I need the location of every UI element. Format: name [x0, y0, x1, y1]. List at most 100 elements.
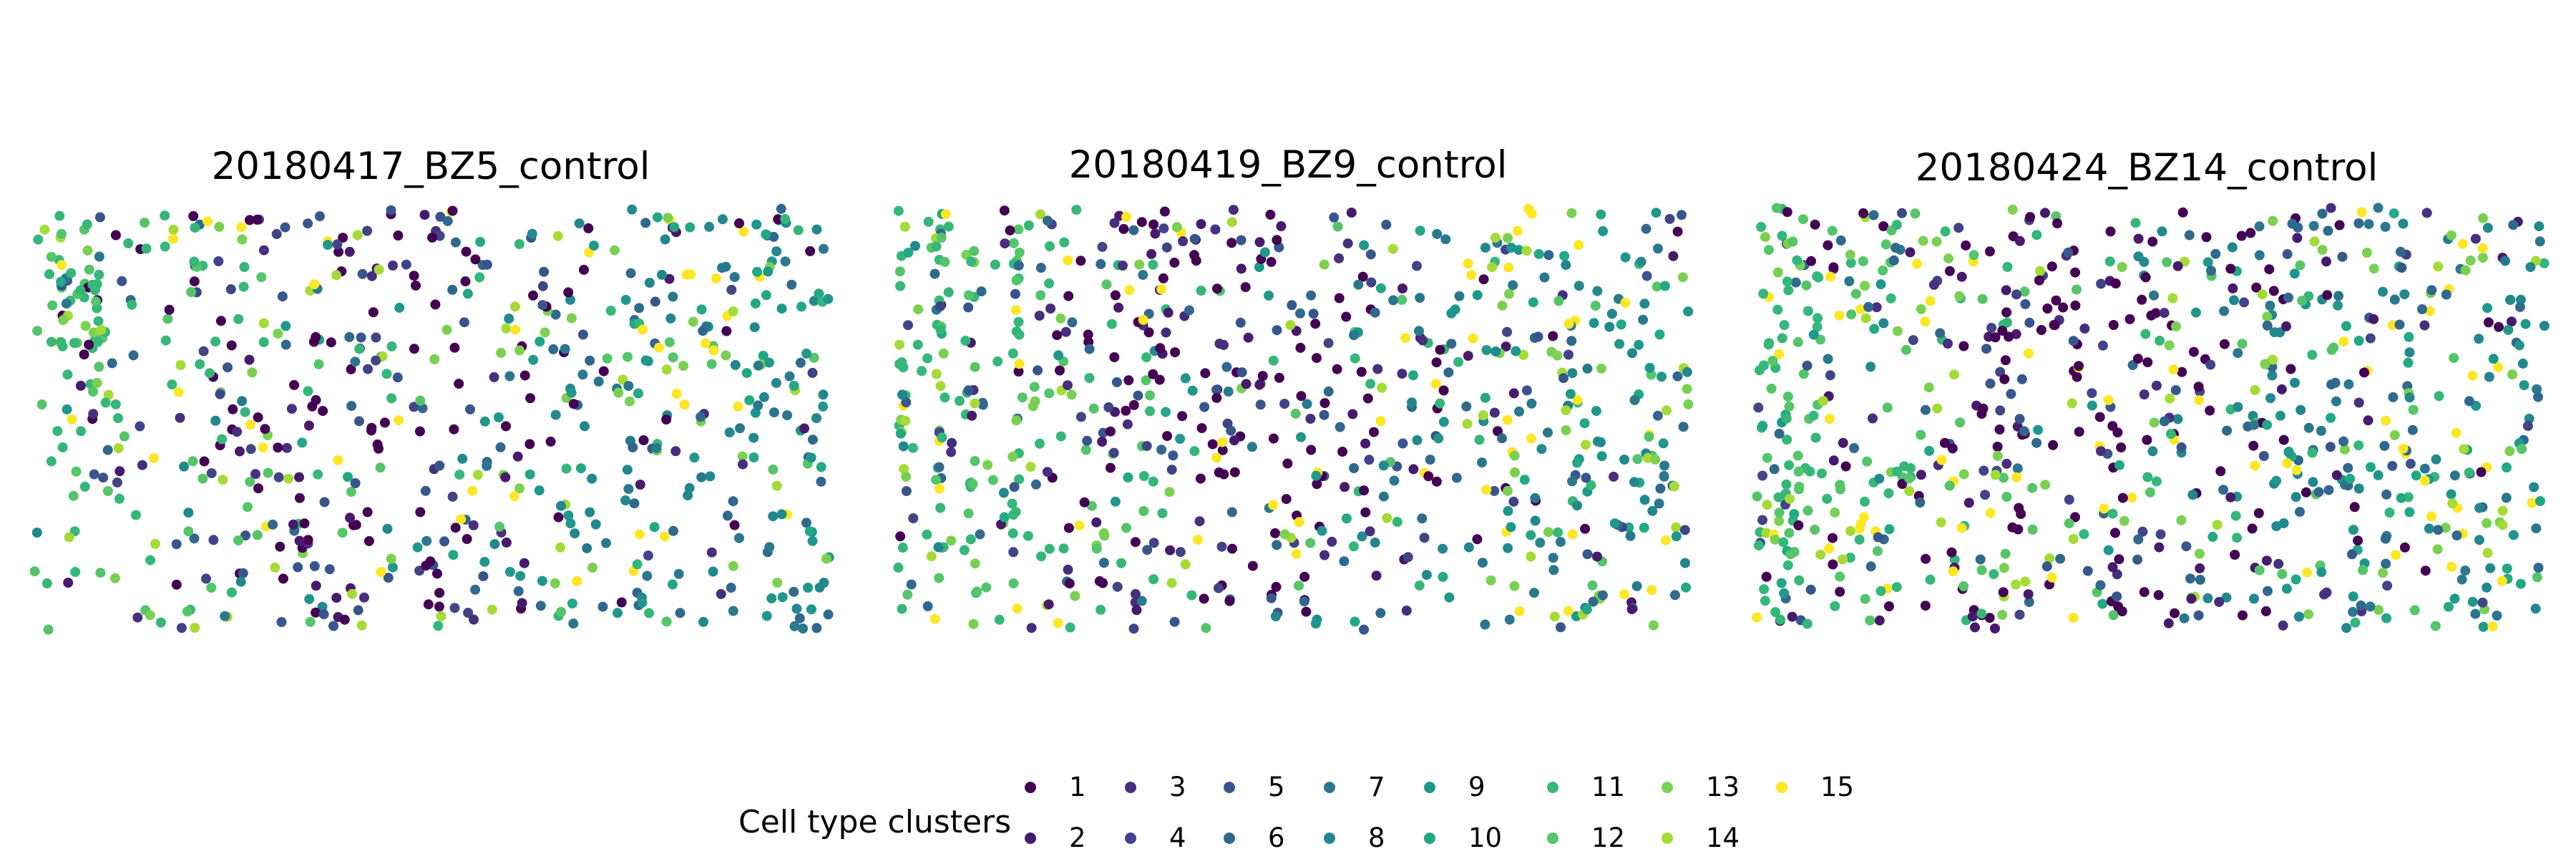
cell-point: [2110, 528, 2120, 538]
cell-point: [1462, 419, 1473, 430]
cell-point: [1990, 470, 2001, 480]
cell-point: [1030, 396, 1040, 407]
cell-point: [2137, 294, 2147, 305]
cell-point: [625, 268, 636, 278]
cell-point: [2273, 558, 2284, 569]
cell-point: [501, 323, 512, 334]
cell-point: [1508, 280, 1518, 291]
cell-point: [294, 492, 305, 503]
cell-point: [1567, 476, 1578, 487]
cell-point: [1920, 316, 1931, 327]
cell-point: [1823, 354, 1833, 364]
cell-point: [700, 338, 711, 349]
cell-point: [2094, 412, 2105, 422]
cell-point: [1211, 392, 1222, 403]
cell-point: [587, 563, 597, 573]
legend-label-11: 11: [1591, 772, 1625, 802]
cell-point: [493, 412, 504, 422]
cell-point: [689, 452, 700, 463]
cell-point: [1609, 471, 1619, 482]
cell-point: [509, 301, 520, 312]
cell-point: [1270, 611, 1281, 621]
cell-point: [1053, 618, 1063, 629]
cell-point: [435, 211, 446, 222]
cell-point: [1067, 317, 1078, 328]
cell-point: [1402, 552, 1413, 563]
cell-point: [371, 332, 381, 343]
cell-point: [1949, 369, 1959, 380]
cell-point: [43, 624, 54, 635]
cell-point: [1802, 360, 1813, 371]
cell-point: [1043, 215, 1053, 226]
cell-point: [456, 514, 467, 525]
cell-point: [1682, 367, 1692, 377]
cell-point: [899, 221, 910, 232]
cell-point: [894, 339, 905, 350]
cell-point: [243, 502, 253, 513]
cell-point: [970, 558, 980, 569]
cell-point: [1175, 547, 1186, 558]
cell-point: [661, 414, 672, 425]
cell-point: [409, 271, 419, 281]
cell-point: [2044, 553, 2055, 564]
cell-point: [409, 402, 419, 412]
cell-point: [235, 446, 245, 457]
cell-point: [2449, 593, 2460, 604]
cell-point: [383, 573, 394, 583]
cell-point: [776, 203, 786, 214]
cell-point: [1211, 384, 1222, 395]
cell-point: [1130, 537, 1141, 548]
cell-point: [1654, 329, 1665, 340]
cell-point: [1556, 622, 1566, 633]
cell-point: [69, 338, 79, 349]
legend-label-10: 10: [1468, 822, 1502, 853]
cell-point: [304, 593, 315, 604]
cell-point: [1042, 467, 1053, 477]
cell-point: [489, 372, 499, 382]
cell-point: [1620, 252, 1631, 263]
cell-point: [1091, 543, 1102, 554]
cell-point: [1180, 559, 1191, 570]
cell-point: [119, 431, 130, 442]
cell-point: [556, 606, 567, 617]
cell-point: [2188, 346, 2199, 357]
cell-point: [935, 324, 946, 335]
cell-point: [2011, 579, 2021, 590]
cell-point: [1794, 481, 1805, 492]
cell-point: [186, 287, 197, 297]
cell-point: [2388, 392, 2399, 402]
cell-point: [776, 509, 787, 520]
cell-point: [2176, 515, 2187, 525]
cell-point: [1958, 469, 1969, 480]
cell-point: [2147, 446, 2158, 457]
cell-point: [2517, 444, 2527, 455]
cell-point: [735, 423, 745, 434]
cell-point: [519, 370, 530, 381]
cell-point: [585, 507, 595, 518]
cell-point: [967, 410, 977, 421]
cell-point: [1782, 276, 1792, 287]
cell-point: [931, 475, 942, 485]
cell-point: [2140, 272, 2151, 283]
cell-point: [1106, 319, 1117, 329]
cell-point: [635, 480, 645, 490]
cell-point: [1890, 243, 1901, 253]
cell-point: [1141, 352, 1152, 363]
cell-point: [2503, 324, 2514, 335]
cell-point: [61, 299, 72, 309]
cell-point: [2064, 518, 2074, 529]
cell-point: [1802, 505, 1813, 516]
cell-point: [1350, 616, 1360, 627]
cell-point: [297, 437, 308, 448]
cell-point: [1936, 517, 1946, 528]
cell-point: [1828, 533, 1838, 543]
cell-point: [1014, 247, 1025, 258]
cell-point: [2389, 294, 2400, 305]
cell-point: [1136, 596, 1147, 606]
cell-point: [68, 490, 79, 501]
cell-point: [901, 486, 912, 496]
cell-point: [46, 456, 57, 467]
cell-point: [145, 555, 156, 566]
cell-point: [54, 210, 65, 221]
cell-point: [112, 477, 122, 487]
